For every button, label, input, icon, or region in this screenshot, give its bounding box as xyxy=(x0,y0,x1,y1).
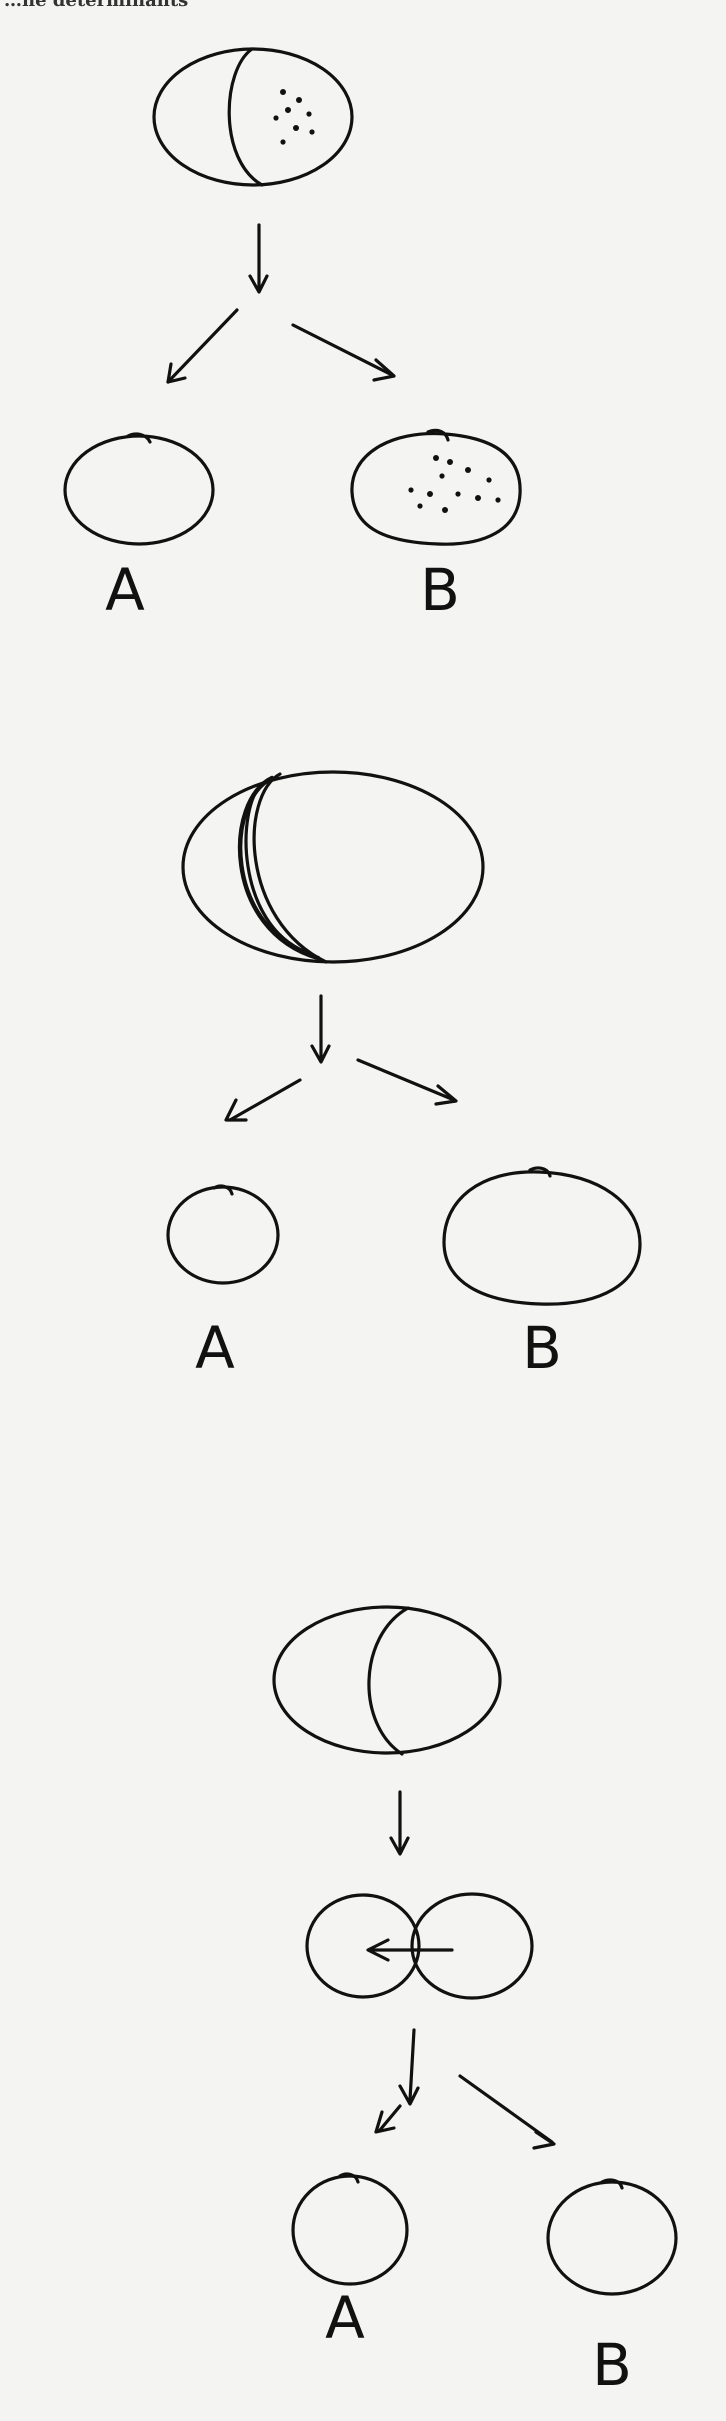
isolated-cell-b-2 xyxy=(442,1166,642,1306)
header-text: …ne determinants xyxy=(4,0,188,11)
label-a-3: A xyxy=(325,2284,365,2352)
isolated-cell-a-3 xyxy=(291,2172,409,2286)
isolated-cell-b-3 xyxy=(546,2178,678,2296)
separation-arrows-3b xyxy=(374,2028,556,2150)
label-a-2: A xyxy=(195,1314,235,1382)
label-b-3: B xyxy=(592,2331,632,2399)
isolated-cell-b-1 xyxy=(350,428,522,546)
isolated-cell-a-1 xyxy=(63,432,215,546)
two-cell-embryo-2 xyxy=(181,770,485,964)
label-b-2: B xyxy=(522,1314,562,1382)
separation-arrows-1 xyxy=(166,223,396,384)
isolated-cell-a-2 xyxy=(166,1184,280,1285)
panel-1: A B xyxy=(63,47,522,624)
determinant-dots-b1 xyxy=(408,455,501,513)
panel-2: A B xyxy=(166,770,642,1382)
rejoining-cells xyxy=(305,1892,534,2000)
two-cell-embryo-3 xyxy=(272,1605,502,1756)
panel-3: A B xyxy=(272,1605,678,2399)
label-b-1: B xyxy=(420,556,460,624)
separation-arrows-2 xyxy=(224,994,458,1122)
label-a-1: A xyxy=(105,556,145,624)
separation-arrow-3a xyxy=(389,1790,410,1856)
two-cell-embryo-1 xyxy=(152,47,354,187)
determinant-dots-1 xyxy=(273,89,315,145)
